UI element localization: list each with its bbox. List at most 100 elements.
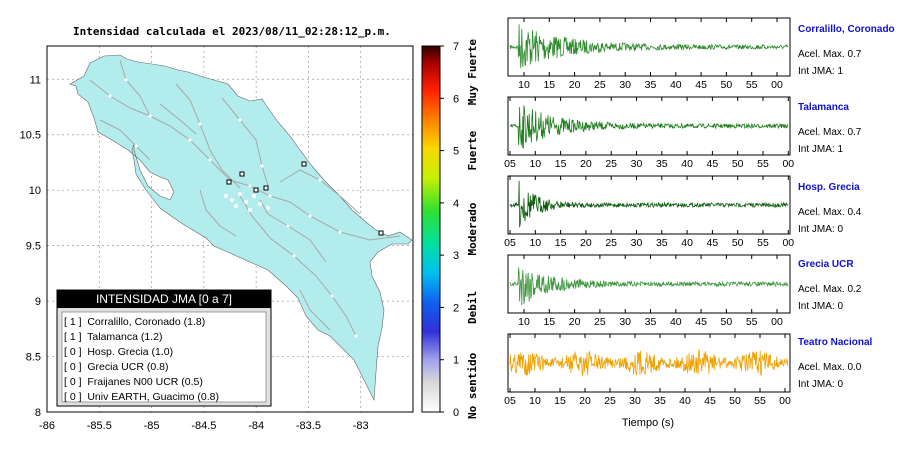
colorbar-tick-label: 7 (453, 41, 459, 53)
map-x-tick-label: -84.5 (191, 420, 216, 432)
station-jma-intensity: Int JMA: 0 (798, 301, 843, 312)
waveform-tick-label: 50 (732, 158, 744, 170)
waveform-tick-label: 00 (771, 316, 783, 328)
map-title: Intensidad calculada el 2023/08/11_02:28… (73, 25, 391, 38)
colorbar-tick-label: 2 (453, 302, 459, 314)
waveform-panel: 05 10 15 20 25 30 35 40 45 50 55 00 Hosp. Grecia Acel… (504, 175, 862, 249)
waveform-tick-label: 40 (681, 237, 693, 249)
colorbar: 0 1 2 3 4 5 6 7 No sentido Debil Moderado Fuerte Mu… (421, 39, 479, 419)
waveform-tick-label: 55 (757, 237, 769, 249)
waveform-tick-label: 35 (656, 158, 668, 170)
station-jma-intensity: Int JMA: 1 (798, 66, 843, 77)
station-name: Corralillo, Coronado (798, 24, 895, 35)
map-y-tick-label: 9 (35, 296, 41, 308)
waveform-tick-label: 00 (782, 158, 794, 170)
waveform-tick-label: 50 (721, 316, 733, 328)
map-y-tick-label: 8.5 (26, 352, 41, 364)
waveform-tick-label: 15 (555, 158, 567, 170)
waveform-tick-label: 10 (529, 158, 541, 170)
waveform-frame (507, 333, 791, 393)
waveform-tick-label: 40 (670, 316, 682, 328)
waveform-tick-label: 30 (619, 79, 631, 91)
map-frame (46, 45, 414, 413)
time-axis-label: Tiempo (s) (622, 417, 674, 429)
legend-item: [ 0 ] Fraijanes N00 UCR (0.5) (64, 376, 203, 388)
waveform-tick-label: 40 (681, 158, 693, 170)
waveform-tick-label: 25 (594, 79, 606, 91)
waveform-tick-label: 55 (746, 79, 758, 91)
waveform-tick-label: 05 (504, 395, 516, 407)
waveform-tick-label: 50 (732, 237, 744, 249)
map-y-tick-label: 10 (29, 185, 41, 197)
map-x-tick-label: -83.5 (296, 420, 321, 432)
legend-item: [ 1 ] Talamanca (1.2) (64, 331, 162, 343)
colorbar-ticks: 0 1 2 3 4 5 6 7 (440, 41, 459, 419)
waveform-tick-label: 35 (654, 395, 666, 407)
legend-header: INTENSIDAD JMA [0 a 7] (96, 292, 232, 306)
waveform-panel: 05 10 15 20 25 30 35 40 45 50 55 00 Teatro Nacional A… (504, 333, 872, 407)
colorbar-tick-label: 6 (453, 93, 459, 105)
map-x-tick-label: -83 (353, 420, 369, 432)
legend-item: [ 0 ] Grecia UCR (0.8) (64, 361, 168, 373)
waveform-tick-label: 45 (704, 395, 716, 407)
colorbar-category-label: No sentido (466, 352, 479, 419)
station-markers (226, 161, 384, 236)
colorbar-labels: No sentido Debil Moderado Fuerte Muy Fuerte (466, 39, 479, 419)
station-max-accel: Acel. Max. 0.7 (798, 49, 862, 60)
waveform-tick-label: 45 (707, 237, 719, 249)
waveform-trace (509, 348, 789, 377)
waveform-tick-label: 05 (504, 158, 516, 170)
waveform-tick-label: 35 (645, 316, 657, 328)
waveform-tick-label: 45 (695, 79, 707, 91)
legend-item: [ 0 ] Hosp. Grecia (1.0) (64, 346, 173, 358)
station-max-accel: Acel. Max. 0.7 (798, 127, 862, 138)
waveform-panel: 10 15 20 25 30 35 40 45 50 55 00 Corralillo, Corona… (507, 17, 895, 91)
station-jma-intensity: Int JMA: 0 (798, 224, 843, 235)
waveform-tick-label: 20 (580, 158, 592, 170)
waveform-tick-label: 30 (631, 158, 643, 170)
intensity-legend: INTENSIDAD JMA [0 a 7] [ 1 ] Corralillo,… (56, 289, 272, 407)
waveform-tick-label: 15 (543, 79, 555, 91)
colorbar-category-label: Fuerte (466, 130, 479, 170)
colorbar-tick-label: 1 (453, 355, 459, 367)
waveform-tick-label: 25 (604, 395, 616, 407)
waveform-panels: 10 15 20 25 30 35 40 45 50 55 00 Corralillo, Corona… (504, 17, 895, 407)
waveform-tick-label: 50 (729, 395, 741, 407)
waveform-tick-label: 20 (569, 316, 581, 328)
colorbar-tick-label: 3 (453, 250, 459, 262)
waveform-trace (509, 105, 789, 149)
colorbar-category-label: Muy Fuerte (466, 39, 479, 106)
waveform-tick-label: 55 (746, 316, 758, 328)
waveform-tick-label: 25 (605, 158, 617, 170)
waveform-tick-label: 20 (580, 237, 592, 249)
colorbar-tick-label: 0 (453, 407, 459, 419)
waveform-tick-label: 25 (605, 237, 617, 249)
waveform-tick-label: 00 (771, 79, 783, 91)
waveform-trace (509, 267, 789, 306)
waveform-tick-label: 05 (504, 237, 516, 249)
station-max-accel: Acel. Max. 0.0 (798, 362, 862, 373)
waveform-tick-label: 10 (529, 395, 541, 407)
waveform-tick-label: 25 (594, 316, 606, 328)
station-name: Hosp. Grecia (798, 182, 860, 193)
waveform-tick-label: 00 (782, 237, 794, 249)
waveform-tick-label: 10 (518, 316, 530, 328)
waveform-tick-label: 55 (757, 158, 769, 170)
waveform-tick-label: 15 (543, 316, 555, 328)
map-y-tick-label: 9.5 (26, 241, 41, 253)
station-jma-intensity: Int JMA: 1 (798, 144, 843, 155)
station-name: Grecia UCR (798, 259, 854, 270)
waveform-tick-label: 10 (518, 79, 530, 91)
map-x-tick-label: -84 (248, 420, 264, 432)
waveform-panel: 10 15 20 25 30 35 40 45 50 55 00 Grecia UCR Acel. Ma… (507, 254, 862, 328)
colorbar-tick-label: 5 (453, 146, 459, 158)
waveform-tick-label: 45 (707, 158, 719, 170)
station-name: Teatro Nacional (798, 337, 872, 348)
map-x-tick-label: -85.5 (87, 420, 112, 432)
waveform-tick-label: 50 (721, 79, 733, 91)
waveform-tick-label: 15 (554, 395, 566, 407)
colorbar-category-label: Moderado (466, 202, 479, 255)
colorbar-gradient (421, 45, 441, 413)
waveform-frame (507, 96, 791, 156)
